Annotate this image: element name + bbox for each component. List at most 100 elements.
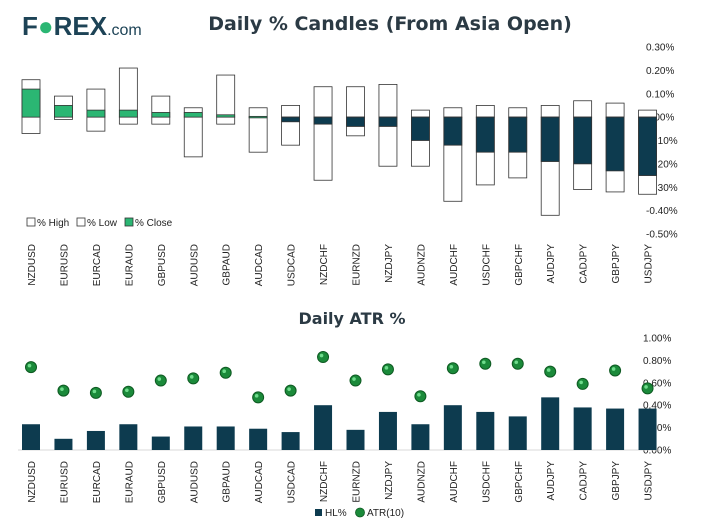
atr-point-highlight <box>27 363 32 368</box>
atr-y-tick: 0.40% <box>643 401 671 412</box>
candle-high-box <box>508 107 528 118</box>
candle-low-box <box>183 116 203 158</box>
atr-point <box>154 374 167 387</box>
candle-low-box <box>248 116 268 153</box>
candle-close-body <box>410 116 430 141</box>
candles-x-tick: AUDJPY <box>546 244 557 284</box>
candles-x-tick: USDCAD <box>287 244 298 286</box>
atr-point <box>544 365 557 378</box>
atr-hl-bar <box>151 436 170 450</box>
atr-point-highlight <box>222 369 226 374</box>
atr-x-tick: CADJPY <box>579 461 590 501</box>
atr-point <box>122 385 135 398</box>
logo-text-rex: REX <box>54 11 108 41</box>
candle-high-box <box>605 102 625 118</box>
candles-y-tick: -0.20% <box>646 159 678 170</box>
candles-x-tick: GBPJPY <box>611 244 622 284</box>
atr-x-tick: GBPJPY <box>611 461 622 501</box>
candles-y-tick: 0.10% <box>646 89 674 100</box>
atr-point <box>414 390 427 403</box>
atr-point-highlight <box>92 389 97 394</box>
atr-x-tick: GBPUSD <box>157 461 168 503</box>
atr-y-tick: 1.00% <box>643 334 671 345</box>
atr-point-highlight <box>579 380 583 385</box>
candles-x-tick: NZDCHF <box>319 244 330 285</box>
atr-hl-bar <box>314 405 333 450</box>
candles-x-tick: AUDNZD <box>416 244 427 286</box>
candle-close-body <box>183 112 203 118</box>
candle-close-body <box>118 109 138 118</box>
atr-x-tick: GBPAUD <box>222 461 233 503</box>
atr-x-tick: NZDUSD <box>27 461 38 503</box>
atr-hl-bar <box>184 426 203 450</box>
candle-close-body <box>216 114 236 118</box>
candles-x-tick: GBPAUD <box>222 244 233 286</box>
atr-point-highlight <box>125 388 129 393</box>
candles-y-tick: 0.00% <box>646 113 674 124</box>
atr-y-axis: 1.00% 0.80% 0.60% 0.40% 0.20% 0.00% <box>18 334 671 457</box>
candle-high-box <box>573 100 593 118</box>
atr-x-tick: AUDJPY <box>546 461 557 501</box>
atr-x-tick: AUDNZD <box>416 461 427 503</box>
atr-x-tick: EURUSD <box>59 461 70 503</box>
atr-hl-bar <box>86 430 105 450</box>
atr-point-highlight <box>611 367 616 371</box>
candle-close-body <box>21 88 41 118</box>
atr-hl-bar <box>508 416 527 450</box>
atr-point-highlight <box>319 353 324 358</box>
atr-y-tick: 0.60% <box>643 378 671 389</box>
candle-high-box <box>281 105 301 118</box>
atr-point <box>25 361 37 374</box>
atr-hl-bar <box>411 424 430 450</box>
candle-close-body <box>86 109 106 118</box>
candles-x-tick: AUDUSD <box>189 244 200 286</box>
candles-y-tick: -0.10% <box>646 136 678 147</box>
atr-point-highlight <box>60 387 64 391</box>
atr-point <box>252 391 265 404</box>
atr-x-tick: EURCAD <box>92 461 103 503</box>
atr-hl-bar <box>476 411 495 450</box>
atr-hl-bar <box>119 424 138 450</box>
atr-hl-bar <box>54 438 73 450</box>
atr-point-highlight <box>449 364 454 369</box>
atr-point-highlight <box>417 392 421 397</box>
atr-point <box>317 351 330 364</box>
legend-high-swatch <box>26 217 36 227</box>
candle-high-box <box>378 84 398 118</box>
atr-point <box>576 377 589 390</box>
atr-point <box>446 362 459 375</box>
atr-point-highlight <box>254 394 259 398</box>
candle-low-box <box>313 116 333 181</box>
candles-chart-title: Daily % Candles (From Asia Open) <box>208 13 572 35</box>
candle-close-body <box>281 116 301 123</box>
candle-high-box <box>638 109 657 118</box>
atr-point-highlight <box>157 377 162 381</box>
candles-x-tick: EURCAD <box>92 244 103 286</box>
candle-low-box <box>86 116 106 132</box>
candle-close-body <box>54 105 73 118</box>
candle-low-box <box>216 116 236 125</box>
candle-high-box <box>346 86 365 118</box>
legend-low-label: % Low <box>87 218 118 229</box>
candle-low-box <box>21 116 41 134</box>
candle-high-box <box>410 109 430 118</box>
candle-low-box <box>151 116 171 125</box>
candles-y-tick: -0.40% <box>646 206 678 217</box>
atr-point-highlight <box>352 377 356 381</box>
atr-point-highlight <box>546 368 551 372</box>
atr-point-highlight <box>514 360 519 365</box>
atr-point-highlight <box>189 375 194 379</box>
atr-chart-title: Daily ATR % <box>298 309 405 328</box>
legend-close-swatch <box>124 217 134 227</box>
atr-hl-bar <box>541 397 560 450</box>
atr-point <box>381 363 394 376</box>
legend-hl-label: HL% <box>325 508 347 519</box>
logo-o-mark: ● <box>38 11 54 41</box>
atr-hl-bar <box>346 429 365 450</box>
atr-x-tick: EURAUD <box>124 461 135 503</box>
candles-x-tick: EURUSD <box>59 244 70 286</box>
atr-point <box>219 366 232 379</box>
candle-close-body <box>248 115 268 119</box>
candles-x-tick: USDCHF <box>481 244 492 286</box>
